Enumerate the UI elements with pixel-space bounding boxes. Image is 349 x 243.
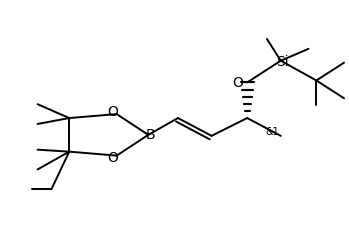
Text: O: O xyxy=(107,151,118,165)
Text: Si: Si xyxy=(276,55,289,69)
Text: &1: &1 xyxy=(265,127,279,137)
Text: O: O xyxy=(107,105,118,119)
Text: B: B xyxy=(146,128,155,142)
Text: O: O xyxy=(232,77,243,90)
